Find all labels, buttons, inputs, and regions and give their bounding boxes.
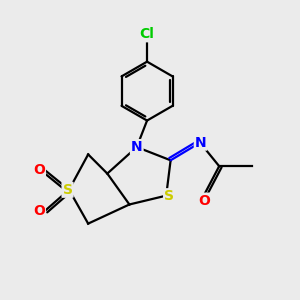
Text: S: S: [63, 183, 73, 197]
Text: S: S: [164, 189, 174, 203]
Text: O: O: [33, 204, 45, 218]
Text: N: N: [131, 140, 142, 154]
Text: O: O: [33, 163, 45, 177]
Text: Cl: Cl: [140, 27, 154, 41]
Text: N: N: [195, 136, 206, 150]
Text: O: O: [199, 194, 210, 208]
